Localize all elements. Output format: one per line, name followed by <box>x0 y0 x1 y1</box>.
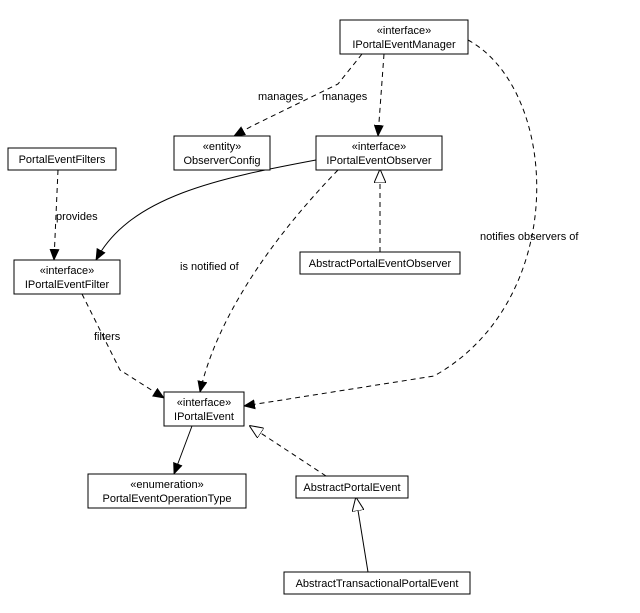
node-label: AbstractPortalEvent <box>303 482 400 494</box>
node-stereotype: «entity» <box>203 141 242 153</box>
node-label: PortalEventFilters <box>19 154 106 166</box>
edge-ape-ipe <box>250 426 326 476</box>
edge-label: filters <box>94 331 121 343</box>
node-stereotype: «interface» <box>377 25 431 37</box>
edge-ipeo-ipe <box>200 170 338 392</box>
node-ipef: «interface» IPortalEventFilter <box>14 260 120 294</box>
edge-ipe-peot <box>174 426 192 474</box>
node-label: IPortalEventFilter <box>25 279 110 291</box>
node-apeo: AbstractPortalEventObserver <box>300 252 460 274</box>
node-stereotype: «interface» <box>40 265 94 277</box>
node-pef: PortalEventFilters <box>8 148 116 170</box>
edge-ipef-ipe <box>82 294 164 398</box>
edge-atpe-ape <box>356 498 368 572</box>
edge-ipm-ipeo <box>378 54 384 136</box>
node-ipe: «interface» IPortalEvent <box>164 392 244 426</box>
node-ipeo: «interface» IPortalEventObserver <box>316 136 442 170</box>
node-label: ObserverConfig <box>183 155 260 167</box>
node-atpe: AbstractTransactionalPortalEvent <box>284 572 470 594</box>
edge-label: notifies observers of <box>480 231 579 243</box>
node-label: AbstractTransactionalPortalEvent <box>296 578 459 590</box>
node-label: PortalEventOperationType <box>102 493 231 505</box>
node-ape: AbstractPortalEvent <box>296 476 408 498</box>
node-label: AbstractPortalEventObserver <box>309 258 452 270</box>
edge-label: manages <box>322 91 368 103</box>
edge-label: is notified of <box>180 261 240 273</box>
edge-ipeo-ipef <box>96 160 316 260</box>
node-label: IPortalEventManager <box>352 39 456 51</box>
node-label: IPortalEvent <box>174 411 234 423</box>
node-peot: «enumeration» PortalEventOperationType <box>88 474 246 508</box>
uml-diagram: «interface» IPortalEventManager «entity» Ob… <box>0 0 640 613</box>
node-ipm: «interface» IPortalEventManager <box>340 20 468 54</box>
node-stereotype: «interface» <box>352 141 406 153</box>
node-oc: «entity» ObserverConfig <box>174 136 270 170</box>
node-stereotype: «interface» <box>177 397 231 409</box>
edge-label: provides <box>56 211 98 223</box>
edge-label: manages <box>258 91 304 103</box>
node-label: IPortalEventObserver <box>326 155 431 167</box>
node-stereotype: «enumeration» <box>130 479 203 491</box>
